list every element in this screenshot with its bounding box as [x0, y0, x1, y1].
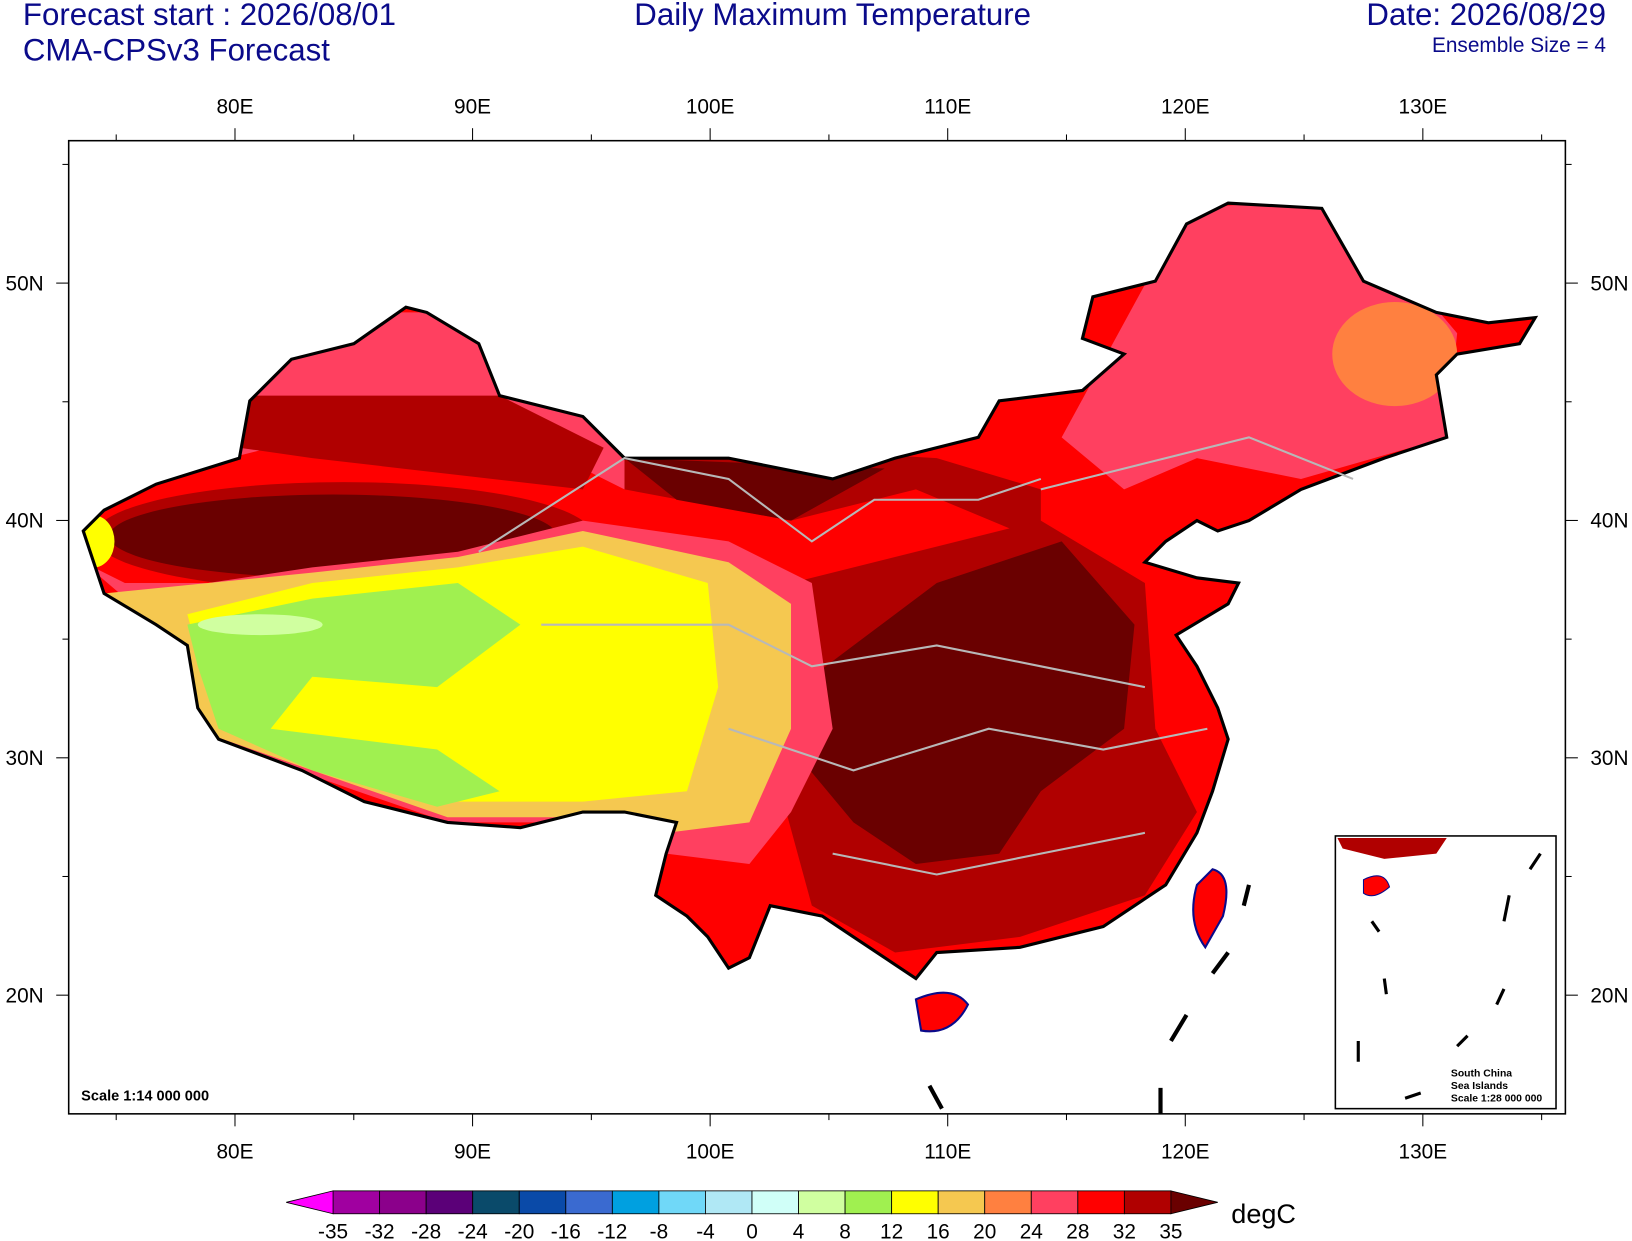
y-tick-label: 40N [1590, 510, 1628, 533]
inset-label: Sea Islands [1451, 1081, 1508, 1092]
colorbar-label: -24 [458, 1221, 488, 1241]
forecast-start: Forecast start : 2026/08/01 [23, 0, 396, 32]
map-scale: Scale 1:14 000 000 [81, 1088, 209, 1104]
x-tick-label: 120E [1161, 1141, 1210, 1164]
colorbar-box [518, 1190, 567, 1215]
colorbar-box [1030, 1190, 1079, 1215]
axis-ticks: 80E 80E 90E 90E 100E 100E 110E 110E 120E 120E 130E… [6, 96, 1629, 1164]
inset-label: South China [1451, 1068, 1512, 1079]
x-tick-label: 90E [454, 96, 491, 119]
colorbar-label: 32 [1113, 1221, 1136, 1241]
colorbar-label: 4 [793, 1221, 805, 1241]
colorbar-box [472, 1190, 520, 1215]
colorbar-box [565, 1190, 613, 1215]
colorbar-unit: degC [1231, 1199, 1296, 1229]
colorbar-box [705, 1190, 753, 1215]
colorbar-label: -8 [650, 1221, 669, 1241]
x-tick-label: 90E [454, 1141, 491, 1164]
inset-label: Scale 1:28 000 000 [1451, 1093, 1543, 1104]
y-tick-label: 20N [1590, 984, 1628, 1007]
map-title: Daily Maximum Temperature [634, 0, 1031, 32]
y-tick-label: 20N [6, 984, 44, 1007]
x-tick-label: 80E [216, 96, 253, 119]
colorbar-under [286, 1190, 334, 1215]
x-tick-label: 120E [1161, 96, 1210, 119]
colorbar-label: -12 [597, 1221, 627, 1241]
colorbar-label: 24 [1020, 1221, 1043, 1241]
colorbar-label: 20 [973, 1221, 996, 1241]
colorbar-label: 35 [1159, 1221, 1182, 1241]
colorbar-box [751, 1190, 799, 1215]
colorbar: -35 -32 -28 -24 -20 -16 -12 -8 -4 0 4 8 12 16 20 24 28 32… [286, 1190, 1218, 1241]
x-tick-label: 110E [924, 96, 971, 119]
colorbar-box [379, 1190, 427, 1215]
colorbar-box [844, 1190, 893, 1215]
y-tick-label: 30N [6, 747, 44, 770]
x-tick-label: 130E [1399, 96, 1448, 119]
colorbar-label: -28 [411, 1221, 441, 1241]
map-frame [67, 139, 1567, 1115]
colorbar-box [425, 1190, 474, 1215]
colorbar-box [1077, 1190, 1125, 1215]
colorbar-label: -16 [551, 1221, 581, 1241]
colorbar-box [658, 1190, 706, 1215]
colorbar-over [1170, 1190, 1218, 1215]
colorbar-box [1123, 1190, 1172, 1215]
colorbar-label: 28 [1066, 1221, 1089, 1241]
valid-date: Date: 2026/08/29 [1366, 0, 1606, 32]
colorbar-label: 8 [839, 1221, 851, 1241]
x-tick-label: 130E [1399, 1141, 1448, 1164]
x-tick-label: 100E [686, 96, 735, 119]
colorbar-label: 0 [746, 1221, 758, 1241]
ensemble-size: Ensemble Size = 4 [1432, 34, 1606, 57]
colorbar-label: -20 [504, 1221, 534, 1241]
colorbar-label: -32 [365, 1221, 395, 1241]
colorbar-box [332, 1190, 381, 1215]
colorbar-box [611, 1190, 660, 1215]
y-tick-label: 50N [1590, 272, 1628, 295]
model-name: CMA-CPSv3 Forecast [23, 33, 330, 68]
colorbar-box [984, 1190, 1032, 1215]
colorbar-label: -4 [696, 1221, 715, 1241]
colorbar-box [937, 1190, 986, 1215]
colorbar-box [891, 1190, 939, 1215]
inset-map: South China Sea Islands Scale 1:28 000 0… [1334, 835, 1557, 1110]
x-tick-label: 80E [216, 1141, 253, 1164]
x-tick-label: 100E [686, 1141, 735, 1164]
y-tick-label: 30N [1590, 747, 1628, 770]
colorbar-label: 12 [880, 1221, 903, 1241]
y-tick-label: 50N [6, 272, 44, 295]
x-tick-label: 110E [924, 1141, 971, 1164]
colorbar-label: -35 [318, 1221, 348, 1241]
y-tick-label: 40N [6, 510, 44, 533]
colorbar-box [798, 1190, 846, 1215]
colorbar-label: 16 [927, 1221, 950, 1241]
